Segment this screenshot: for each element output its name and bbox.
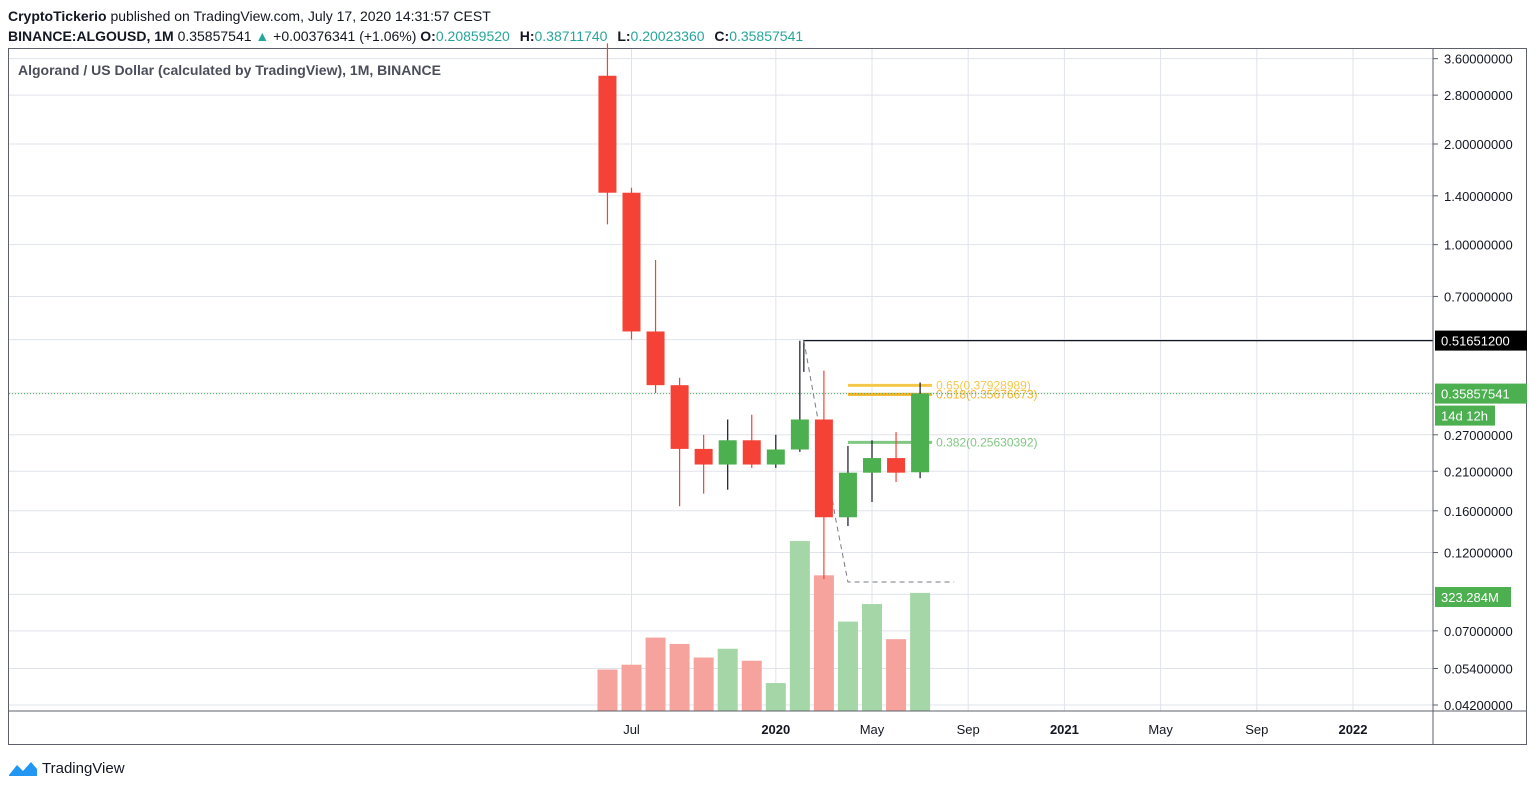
y-tick-label: 0.21000000 — [1444, 464, 1513, 479]
volume-bar — [813, 575, 834, 711]
volume-bar — [837, 621, 858, 711]
low-value: 0.20023360 — [630, 28, 705, 44]
fib-level-label: 0.618(0.35676673) — [936, 387, 1037, 401]
candle-body — [863, 458, 881, 473]
volume-bar — [910, 592, 931, 711]
last-price-tag: 0.35857541 — [1441, 387, 1510, 402]
y-tick-label: 1.40000000 — [1444, 189, 1513, 204]
volume-bar — [597, 669, 618, 711]
candle-body — [598, 75, 617, 193]
level-price-tag-bg — [1435, 330, 1527, 351]
countdown-tag-bg — [1435, 405, 1495, 426]
y-tick-label: 0.27000000 — [1444, 428, 1513, 443]
tradingview-logo[interactable]: TradingView — [8, 757, 125, 779]
y-tick-label: 0.05400000 — [1444, 662, 1513, 677]
volume-tag: 323.284M — [1441, 590, 1499, 605]
chart-header: CryptoTickerio published on TradingView.… — [8, 6, 1528, 46]
volume-bar — [789, 541, 810, 711]
y-tick-label: 3.60000000 — [1444, 52, 1513, 67]
candle-body — [742, 440, 761, 465]
last-price-tag-bg — [1435, 383, 1527, 404]
countdown-tag: 14d 12h — [1441, 409, 1488, 424]
volume-bar — [886, 639, 907, 711]
x-tick-label: Sep — [1245, 722, 1268, 737]
x-tick-label: 2020 — [761, 722, 790, 737]
candle-body — [790, 419, 809, 450]
last-price: 0.35857541 — [177, 28, 252, 44]
y-tick-label: 2.00000000 — [1444, 137, 1513, 152]
close-label: C: — [714, 28, 730, 44]
volume-bar — [645, 637, 666, 711]
volume-bar — [765, 683, 786, 711]
candle-body — [646, 331, 665, 386]
volume-bar — [717, 648, 738, 711]
horizontal-level-line — [803, 339, 1433, 372]
x-tick-label: Sep — [957, 722, 980, 737]
volume-bar — [669, 643, 690, 711]
up-arrow-icon: ▲ — [255, 28, 270, 44]
grid — [9, 49, 1433, 711]
published-text: published on TradingView.com, July 17, 2… — [110, 8, 491, 24]
level-price-tag: 0.51651200 — [1441, 334, 1510, 349]
candle-body — [766, 449, 785, 465]
y-tick-label: 1.00000000 — [1444, 238, 1513, 253]
high-value: 0.38711740 — [534, 28, 608, 44]
x-tick-label: Jul — [623, 722, 640, 737]
price-change: +0.00376341 (+1.06%) — [273, 28, 417, 44]
y-tick-label: 2.80000000 — [1444, 88, 1513, 103]
volume-bar — [693, 657, 714, 711]
candle-body — [718, 440, 737, 465]
x-tick-label: May — [860, 722, 885, 737]
fib-level-label: 0.65(0.37928989) — [936, 378, 1031, 392]
chart-title: Algorand / US Dollar (calculated by Trad… — [18, 62, 441, 78]
candle-body — [911, 393, 930, 473]
tradingview-brand: TradingView — [42, 759, 125, 777]
candle-body — [838, 472, 857, 518]
volume-bar — [862, 604, 882, 711]
open-label: O: — [420, 28, 436, 44]
ohlc-line: BINANCE:ALGOUSD, 1M 0.35857541 ▲ +0.0037… — [8, 26, 1528, 46]
y-tick-label: 0.12000000 — [1444, 546, 1513, 561]
x-tick-label: May — [1148, 722, 1173, 737]
candle-body — [694, 448, 713, 465]
candle-body — [622, 192, 641, 332]
volume-bar — [621, 664, 642, 711]
tradingview-logo-icon — [9, 762, 37, 776]
x-tick-label: 2021 — [1050, 722, 1079, 737]
candle-body — [670, 385, 689, 449]
low-label: L: — [617, 28, 631, 44]
close-value: 0.35857541 — [729, 28, 804, 44]
y-tick-label: 0.07000000 — [1444, 624, 1513, 639]
open-value: 0.20859520 — [435, 28, 510, 44]
publish-line: CryptoTickerio published on TradingView.… — [8, 6, 1528, 26]
candle-body — [887, 458, 906, 473]
candle-body — [814, 419, 833, 518]
fib-level-label: 0.382(0.25630392) — [936, 435, 1037, 449]
y-tick-label: 0.16000000 — [1444, 504, 1513, 519]
x-tick-label: 2022 — [1339, 722, 1368, 737]
high-label: H: — [519, 28, 535, 44]
symbol-label[interactable]: BINANCE:ALGOUSD, 1M — [8, 28, 174, 44]
y-tick-label: 0.70000000 — [1444, 289, 1513, 304]
volume-tag-bg — [1435, 587, 1511, 607]
author-name[interactable]: CryptoTickerio — [8, 8, 107, 24]
y-tick-label: 0.04200000 — [1444, 698, 1513, 713]
volume-bar — [741, 660, 762, 711]
